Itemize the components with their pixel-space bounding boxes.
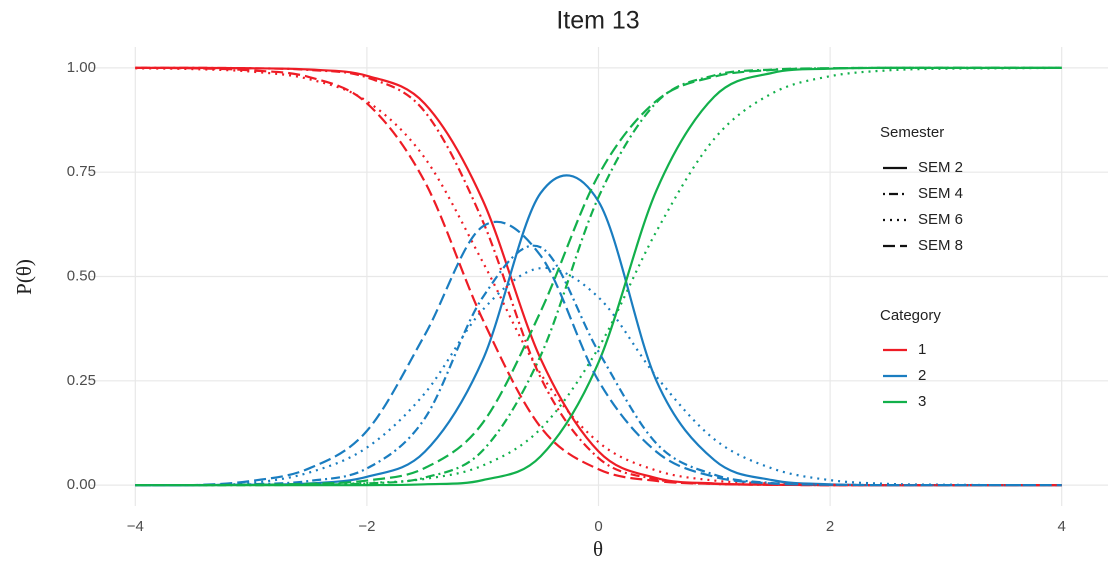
x-tick-label: 4 <box>1058 518 1066 535</box>
curve <box>135 66 1062 487</box>
y-tick-label: 0.25 <box>67 372 96 389</box>
y-axis-label: P(θ) <box>12 259 36 295</box>
legend-label: SEM 8 <box>918 237 963 254</box>
legend-label: SEM 6 <box>918 211 963 228</box>
chart-title: Item 13 <box>556 7 639 35</box>
legend-label: SEM 4 <box>918 185 963 202</box>
legend-label: 2 <box>918 367 926 384</box>
curve <box>135 66 1062 487</box>
curve <box>135 66 1062 487</box>
y-tick-label: 0.75 <box>67 163 96 180</box>
legend-title: Semester <box>880 124 944 141</box>
legend-label: SEM 2 <box>918 159 963 176</box>
legend-label: 1 <box>918 341 926 358</box>
y-tick-label: 0.50 <box>67 267 96 284</box>
legend-title: Category <box>880 307 941 324</box>
x-tick-label: 0 <box>594 518 602 535</box>
curve <box>135 220 1062 487</box>
y-tick-label: 0.00 <box>67 476 96 493</box>
x-tick-label: 2 <box>826 518 834 535</box>
y-tick-label: 1.00 <box>67 59 96 76</box>
legend-label: 3 <box>918 393 926 410</box>
x-tick-label: −4 <box>127 518 144 535</box>
x-axis-label: θ <box>593 537 603 561</box>
x-tick-label: −2 <box>358 518 375 535</box>
